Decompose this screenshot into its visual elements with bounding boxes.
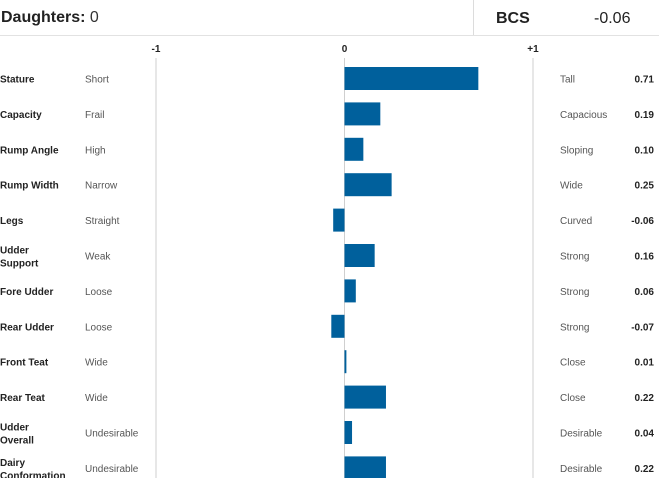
trait-label: Rear Teat bbox=[0, 393, 46, 404]
trait-bar bbox=[344, 421, 353, 444]
low-pole-label: Undesirable bbox=[85, 464, 139, 475]
high-pole-label: Close bbox=[560, 393, 586, 404]
low-pole-label: Short bbox=[85, 75, 109, 86]
trait-bar bbox=[344, 244, 375, 267]
trait-label: Fore Udder bbox=[0, 287, 53, 298]
bcs-label: BCS bbox=[496, 10, 530, 27]
low-pole-label: High bbox=[85, 145, 106, 156]
trait-value: 0.10 bbox=[635, 145, 655, 156]
tick-plus-1-label: +1 bbox=[527, 44, 539, 55]
low-pole-label: Weak bbox=[85, 252, 111, 263]
daughters-label: Daughters: bbox=[1, 9, 86, 26]
linear-traits-chart: -1 0 +1 Stature Short Tall 0.71 Capacity Frail Ca… bbox=[0, 44, 655, 478]
high-pole-label: Curved bbox=[560, 216, 592, 227]
high-pole-label: Strong bbox=[560, 287, 589, 298]
low-pole-label: Frail bbox=[85, 110, 104, 121]
trait-bar bbox=[333, 208, 345, 232]
trait-value: 0.25 bbox=[635, 181, 655, 192]
trait-value: 0.04 bbox=[635, 429, 655, 440]
trait-bar bbox=[344, 279, 356, 303]
trait-value: 0.01 bbox=[635, 358, 655, 369]
high-pole-label: Strong bbox=[560, 322, 589, 333]
low-pole-label: Straight bbox=[85, 216, 120, 227]
trait-bar bbox=[344, 350, 347, 374]
tick-zero-label: 0 bbox=[342, 44, 348, 55]
trait-bar bbox=[344, 385, 386, 409]
trait-label: Stature bbox=[0, 75, 35, 86]
bcs-value: -0.06 bbox=[594, 10, 631, 27]
trait-label: Legs bbox=[0, 216, 24, 227]
trait-label: Capacity bbox=[0, 110, 42, 121]
trait-value: 0.22 bbox=[635, 393, 655, 404]
low-pole-label: Loose bbox=[85, 322, 113, 333]
high-pole-label: Capacious bbox=[560, 110, 607, 121]
trait-bar bbox=[344, 102, 381, 126]
daughters-value: 0 bbox=[89, 9, 99, 26]
trait-value: 0.16 bbox=[635, 252, 655, 263]
trait-label: Rear Udder bbox=[0, 322, 54, 333]
trait-label: Front Teat bbox=[0, 358, 49, 369]
high-pole-label: Desirable bbox=[560, 429, 603, 440]
daughters-count: Daughters: 0 bbox=[1, 9, 99, 27]
high-pole-label: Wide bbox=[560, 181, 583, 192]
trait-value: 0.19 bbox=[635, 110, 655, 121]
low-pole-label: Narrow bbox=[85, 181, 118, 192]
header-divider bbox=[473, 0, 474, 35]
low-pole-label: Loose bbox=[85, 287, 113, 298]
trait-bar bbox=[344, 173, 392, 197]
trait-label: Rump Angle bbox=[0, 145, 59, 156]
trait-bar bbox=[344, 67, 479, 90]
trait-value: 0.71 bbox=[635, 75, 655, 86]
trait-bar bbox=[344, 456, 386, 478]
low-pole-label: Wide bbox=[85, 358, 108, 369]
high-pole-label: Tall bbox=[560, 75, 575, 86]
trait-label: Rump Width bbox=[0, 181, 59, 192]
trait-value: 0.06 bbox=[635, 287, 655, 298]
trait-label: Udder Overall bbox=[0, 423, 34, 447]
high-pole-label: Close bbox=[560, 358, 586, 369]
low-pole-label: Undesirable bbox=[85, 429, 139, 440]
high-pole-label: Sloping bbox=[560, 145, 593, 156]
trait-value: -0.07 bbox=[631, 322, 654, 333]
trait-value: 0.22 bbox=[635, 464, 655, 475]
high-pole-label: Strong bbox=[560, 252, 589, 263]
high-pole-label: Desirable bbox=[560, 464, 603, 475]
trait-label: Dairy Conformation bbox=[0, 458, 66, 478]
trait-bar bbox=[344, 137, 364, 161]
trait-bar bbox=[331, 314, 345, 338]
low-pole-label: Wide bbox=[85, 393, 108, 404]
tick-minus-1-label: -1 bbox=[152, 44, 161, 55]
summary-header: Daughters: 0 BCS -0.06 bbox=[0, 0, 659, 36]
trait-value: -0.06 bbox=[631, 216, 654, 227]
trait-label: Udder Support bbox=[0, 246, 39, 270]
